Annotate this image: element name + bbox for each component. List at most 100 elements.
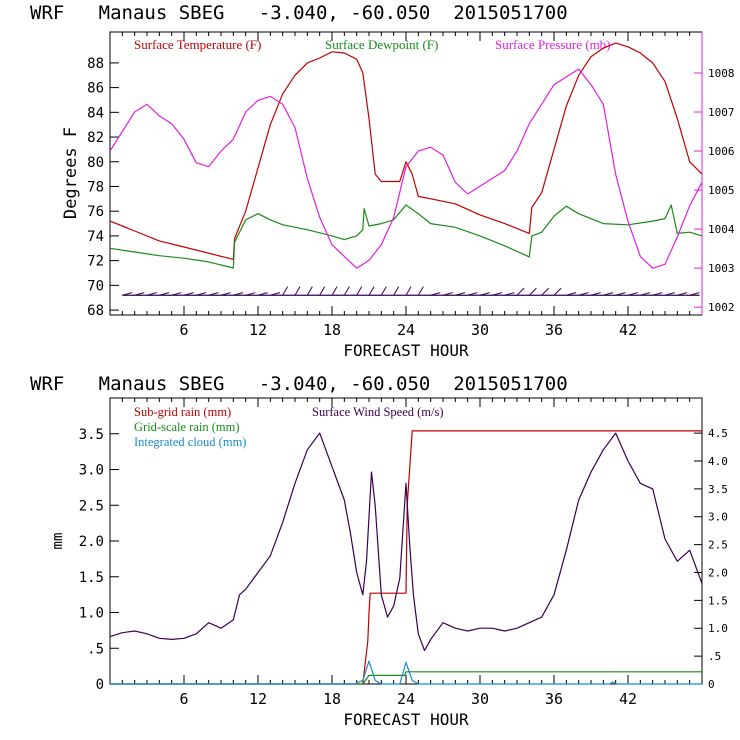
wind-barb [516, 287, 525, 296]
wind-barb [270, 292, 281, 296]
wind-speed-line [109, 432, 703, 652]
wind-barb [183, 292, 194, 296]
y2-tick-label: 1002 [708, 301, 735, 314]
x-tick-label: 42 [619, 690, 637, 708]
wind-barb [528, 287, 537, 296]
wind-barb [479, 292, 490, 296]
wind-barb [233, 292, 244, 296]
bottom-plot-area [109, 430, 703, 685]
legend-dewpoint: Surface Dewpoint (F) [325, 37, 438, 52]
y2-tick-label: .5 [708, 650, 721, 663]
wind-barb [331, 286, 338, 296]
x-tick-label: 42 [619, 321, 637, 339]
top-x-axis-label: FORECAST HOUR [343, 341, 469, 360]
wind-barb [282, 286, 289, 296]
x-tick-label: 36 [545, 690, 563, 708]
y-tick-label: 3.0 [79, 463, 104, 479]
wind-barb [356, 286, 363, 296]
wind-barb [196, 292, 207, 296]
wind-barb [677, 292, 688, 296]
top-panel-title: WRF Manaus SBEG -3.040, -60.050 20150517… [30, 2, 568, 24]
y-tick-label: 70 [87, 278, 104, 294]
wind-barb [467, 292, 478, 296]
y2-tick-label: 1005 [708, 184, 735, 197]
x-tick-label: 6 [179, 690, 188, 708]
wind-barb [504, 292, 515, 296]
wind-barb [306, 286, 313, 296]
top-plot-area [109, 42, 703, 296]
legend-pressure: Surface Pressure (mb) [495, 37, 611, 52]
wind-barb [159, 292, 170, 296]
y-tick-label: 76 [87, 204, 104, 220]
x-tick-label: 18 [323, 321, 341, 339]
wind-barb [405, 286, 412, 296]
wind-barb [343, 286, 350, 296]
y-tick-label: 2.5 [79, 498, 104, 514]
wind-barb [615, 292, 626, 296]
x-tick-label: 24 [397, 321, 415, 339]
wind-barb [566, 292, 577, 296]
y-tick-label: 1.5 [79, 570, 104, 586]
wind-barb [430, 292, 441, 296]
x-tick-label: 36 [545, 321, 563, 339]
wind-barb [245, 292, 256, 296]
dewpoint-line [109, 204, 703, 269]
y2-tick-label: 1006 [708, 145, 735, 158]
wind-barb [627, 292, 638, 296]
rain-wind-panel: WRF Manaus SBEG -3.040, -60.050 20150517… [30, 373, 728, 729]
y-tick-label: 1.0 [79, 606, 104, 622]
y-tick-label: .5 [87, 641, 104, 657]
bottom-x-axis-label: FORECAST HOUR [343, 710, 469, 729]
y2-tick-label: 1.0 [708, 622, 728, 635]
y2-tick-label: 1004 [708, 223, 735, 236]
wind-barb [257, 292, 268, 296]
subgrid-rain-line [110, 430, 702, 685]
wind-barb [134, 292, 145, 296]
top-axis-ticks: 6 12 18 24 30 36 42 68 70 72 74 76 78 80 82 84 86 88 1002 1… [87, 32, 735, 339]
wind-barb [689, 292, 700, 296]
wind-barb [208, 292, 219, 296]
y-tick-label: 82 [87, 130, 104, 146]
x-tick-label: 30 [471, 321, 489, 339]
y-tick-label: 86 [87, 81, 104, 97]
y-tick-label: 72 [87, 254, 104, 270]
y2-tick-label: 1008 [708, 67, 735, 80]
y2-tick-label: 3.0 [708, 511, 728, 524]
wind-barb [492, 292, 503, 296]
temperature-pressure-panel: WRF Manaus SBEG -3.040, -60.050 20150517… [30, 2, 735, 360]
bottom-y-axis-label: mm [50, 533, 66, 550]
y2-tick-label: 4.5 [708, 427, 728, 440]
wind-barb [442, 292, 453, 296]
wind-barb [578, 292, 589, 296]
top-y-axis-label: Degrees F [61, 127, 81, 219]
wind-barb [603, 292, 614, 296]
legend-subgrid-rain: Sub-grid rain (mm) [134, 405, 231, 419]
x-tick-label: 18 [323, 690, 341, 708]
wind-barb [455, 292, 466, 296]
temperature-line [109, 42, 703, 260]
y-tick-label: 68 [87, 303, 104, 319]
bottom-axis-ticks: 6 12 18 24 30 36 42 0 .5 1.0 1.5 2.0 2.5 3.0 3.5 0 .5 1.0… [79, 398, 728, 708]
y2-tick-label: 1.5 [708, 594, 728, 607]
pressure-line [109, 68, 703, 269]
y-tick-label: 78 [87, 179, 104, 195]
y2-tick-label: 0 [708, 678, 715, 691]
legend-gridscale-rain: Grid-scale rain (mm) [134, 420, 240, 434]
x-tick-label: 6 [179, 321, 188, 339]
wind-barb [319, 286, 326, 296]
x-tick-label: 12 [249, 321, 267, 339]
wind-barb [368, 286, 375, 296]
wind-barb [171, 292, 182, 296]
y2-tick-label: 4.0 [708, 455, 728, 468]
y2-tick-label: 3.5 [708, 483, 728, 496]
y-tick-label: 88 [87, 56, 104, 72]
wind-barb [393, 286, 400, 296]
wind-barb [590, 292, 601, 296]
wind-barb [417, 286, 424, 296]
wind-barb [652, 292, 663, 296]
y-tick-label: 84 [87, 105, 104, 121]
wind-barb [553, 287, 562, 296]
wind-barb [122, 292, 133, 296]
legend-integrated-cloud: Integrated cloud (mm) [134, 435, 246, 449]
